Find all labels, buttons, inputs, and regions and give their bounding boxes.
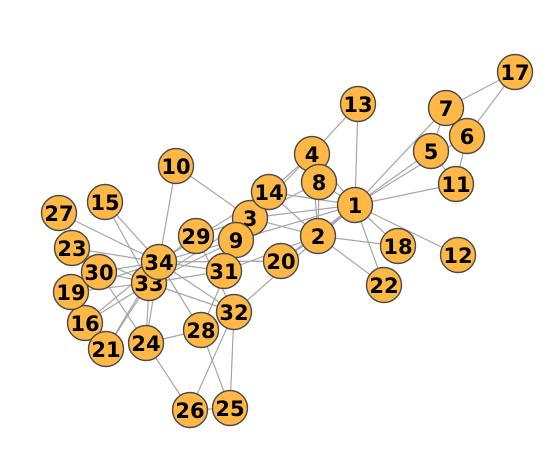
node-20: 20 <box>262 242 300 280</box>
node-18: 18 <box>379 227 417 265</box>
node-label: 22 <box>369 274 398 298</box>
node-circle <box>439 236 477 274</box>
node-label: 31 <box>209 260 238 284</box>
node-11: 11 <box>437 165 475 203</box>
node-label: 21 <box>91 338 120 362</box>
node-circle <box>215 293 253 331</box>
node-circle <box>177 217 215 255</box>
node-2: 2 <box>299 217 337 255</box>
node-circle <box>157 147 195 185</box>
node-label: 28 <box>186 319 215 343</box>
node-label: 3 <box>243 207 258 231</box>
node-circle <box>40 194 78 232</box>
node-label: 7 <box>439 97 454 121</box>
node-circle <box>250 173 288 211</box>
node-label: 24 <box>131 332 160 356</box>
node-label: 29 <box>181 225 210 249</box>
node-label: 1 <box>348 194 363 218</box>
node-9: 9 <box>217 221 255 259</box>
node-label: 16 <box>70 312 99 336</box>
node-circle <box>412 132 450 170</box>
node-16: 16 <box>66 304 104 342</box>
node-circle <box>182 311 220 349</box>
node-circle <box>300 163 338 201</box>
node-circle <box>80 253 118 291</box>
node-13: 13 <box>339 85 377 123</box>
node-17: 17 <box>496 53 534 91</box>
edge-27-34 <box>58 212 160 263</box>
node-7: 7 <box>427 89 465 127</box>
node-circle <box>211 389 249 427</box>
node-label: 23 <box>57 237 86 261</box>
node-circle <box>339 85 377 123</box>
node-circle <box>87 330 125 368</box>
node-circle <box>127 324 165 362</box>
node-28: 28 <box>182 311 220 349</box>
node-30: 30 <box>80 253 118 291</box>
node-label: 4 <box>305 143 320 167</box>
node-label: 19 <box>56 281 85 305</box>
node-19: 19 <box>52 273 90 311</box>
node-circle <box>140 243 178 281</box>
node-29: 29 <box>177 217 215 255</box>
node-circle <box>437 165 475 203</box>
node-label: 27 <box>44 202 73 226</box>
node-label: 18 <box>383 235 412 259</box>
node-1: 1 <box>336 186 374 224</box>
node-circle <box>448 117 486 155</box>
node-circle <box>52 273 90 311</box>
node-label: 6 <box>460 125 475 149</box>
node-label: 10 <box>161 155 190 179</box>
node-label: 5 <box>424 140 439 164</box>
node-circle <box>262 242 300 280</box>
node-label: 34 <box>144 251 173 275</box>
node-6: 6 <box>448 117 486 155</box>
node-8: 8 <box>300 163 338 201</box>
node-24: 24 <box>127 324 165 362</box>
node-label: 9 <box>229 229 244 253</box>
node-27: 27 <box>40 194 78 232</box>
node-label: 32 <box>219 301 248 325</box>
node-12: 12 <box>439 236 477 274</box>
node-label: 26 <box>175 399 204 423</box>
node-31: 31 <box>205 252 243 290</box>
node-34: 34 <box>140 243 178 281</box>
node-5: 5 <box>412 132 450 170</box>
node-circle <box>336 186 374 224</box>
node-circle <box>205 252 243 290</box>
node-22: 22 <box>365 266 403 304</box>
node-label: 14 <box>254 181 283 205</box>
node-15: 15 <box>86 183 124 221</box>
node-10: 10 <box>157 147 195 185</box>
node-32: 32 <box>215 293 253 331</box>
node-23: 23 <box>53 229 91 267</box>
node-circle <box>171 391 209 429</box>
node-label: 15 <box>90 191 119 215</box>
node-circle <box>427 89 465 127</box>
node-label: 11 <box>441 173 470 197</box>
node-14: 14 <box>250 173 288 211</box>
node-label: 2 <box>311 225 326 249</box>
node-label: 17 <box>500 61 529 85</box>
node-circle <box>86 183 124 221</box>
node-label: 30 <box>84 261 113 285</box>
node-label: 20 <box>266 250 295 274</box>
node-26: 26 <box>171 391 209 429</box>
node-circle <box>496 53 534 91</box>
node-label: 12 <box>443 244 472 268</box>
node-circle <box>53 229 91 267</box>
node-circle <box>379 227 417 265</box>
node-circle <box>299 217 337 255</box>
node-21: 21 <box>87 330 125 368</box>
node-label: 13 <box>343 93 372 117</box>
edge-1-7 <box>354 107 447 206</box>
node-label: 8 <box>312 171 327 195</box>
node-circle <box>365 266 403 304</box>
node-circle <box>66 304 104 342</box>
node-label: 25 <box>215 397 244 421</box>
node-25: 25 <box>211 389 249 427</box>
